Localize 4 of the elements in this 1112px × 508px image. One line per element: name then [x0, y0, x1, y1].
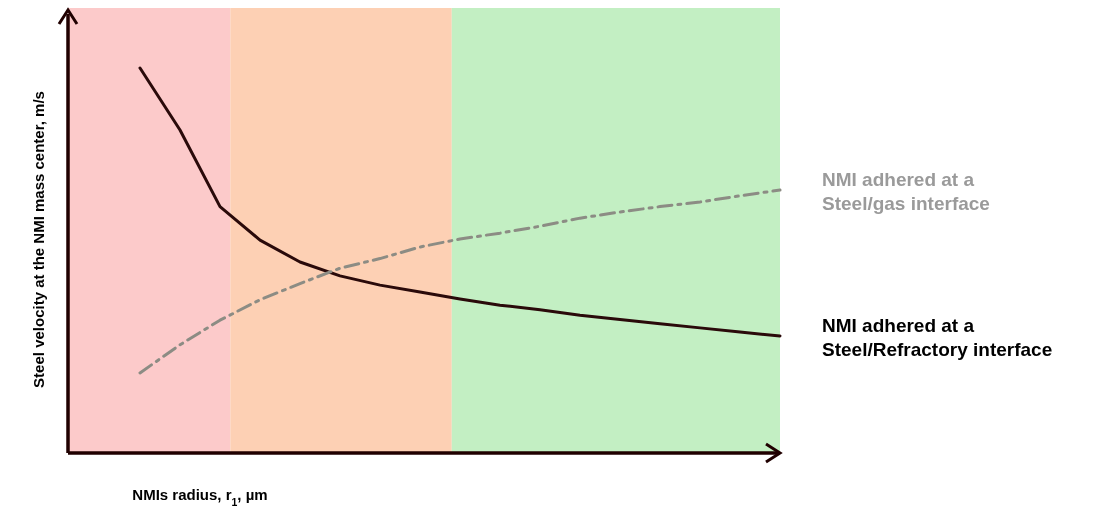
x-axis-title: NMIs radius, r$_{1}$, µm [132, 486, 268, 508]
text: NMI adhered at a Steel/gas interface [822, 169, 990, 215]
text: NMI adhered at a Steel/Refractory interface [822, 314, 1053, 360]
y-axis-title: Steel velocity at the NMI mass center, m/s [30, 91, 47, 388]
